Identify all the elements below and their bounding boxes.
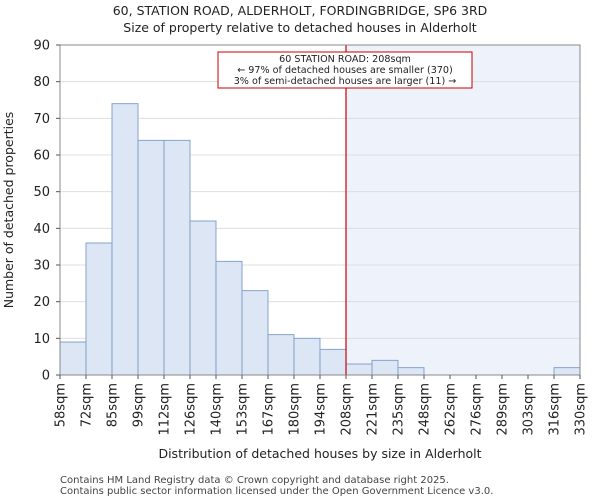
x-tick-label: 208sqm	[340, 383, 355, 436]
y-tick-label: 40	[33, 222, 50, 237]
histogram-bar	[293, 337, 321, 376]
histogram-bar	[267, 334, 295, 376]
x-tick-label: 330sqm	[574, 383, 589, 436]
histogram-bar	[241, 290, 269, 376]
x-tick-label: 180sqm	[288, 383, 303, 436]
y-tick-label: 90	[33, 39, 50, 54]
annotation-box: 60 STATION ROAD: 208sqm ← 97% of detache…	[217, 51, 473, 89]
y-tick-label: 10	[33, 332, 50, 347]
x-axis-label: Distribution of detached houses by size …	[158, 446, 481, 461]
x-tick-label: 126sqm	[184, 383, 199, 436]
y-tick-label: 20	[33, 295, 50, 310]
above-subject-region	[346, 45, 580, 375]
y-tick-label: 50	[33, 185, 50, 200]
histogram-bar	[111, 103, 139, 376]
chart-subtitle: Size of property relative to detached ho…	[123, 20, 477, 35]
histogram-bar	[163, 139, 191, 376]
y-axis-label: Number of detached properties	[1, 112, 16, 309]
x-tick-label: 248sqm	[418, 383, 433, 436]
histogram-bar	[85, 242, 113, 376]
histogram-bar	[215, 260, 243, 376]
x-tick-label: 194sqm	[314, 383, 329, 436]
y-tick-label: 70	[33, 112, 50, 127]
annotation-line-3: 3% of semi-detached houses are larger (1…	[234, 76, 457, 87]
histogram-bar	[137, 139, 165, 376]
y-tick-label: 80	[33, 75, 50, 90]
x-tick-label: 289sqm	[496, 383, 511, 436]
y-tick-label: 30	[33, 259, 50, 274]
x-tick-label: 303sqm	[522, 383, 537, 436]
y-tick-label: 0	[42, 369, 50, 384]
x-tick-label: 262sqm	[444, 383, 459, 436]
footer-line-1: Contains HM Land Registry data © Crown c…	[60, 475, 449, 486]
histogram-bar	[189, 220, 217, 376]
histogram-bar	[553, 367, 581, 376]
x-tick-label: 153sqm	[236, 383, 251, 436]
x-tick-label: 58sqm	[54, 383, 69, 427]
histogram-bar	[59, 341, 87, 376]
x-tick-label: 235sqm	[392, 383, 407, 436]
chart-title: 60, STATION ROAD, ALDERHOLT, FORDINGBRID…	[112, 3, 488, 18]
x-tick-label: 112sqm	[158, 383, 173, 436]
x-tick-label: 72sqm	[80, 383, 95, 427]
x-tick-label: 167sqm	[262, 383, 277, 436]
x-tick-label: 85sqm	[106, 383, 121, 427]
footer-line-2: Contains public sector information licen…	[60, 486, 494, 497]
histogram-bar	[371, 359, 399, 376]
x-tick-label: 276sqm	[470, 383, 485, 436]
histogram-bar	[319, 348, 347, 376]
x-tick-label: 99sqm	[132, 383, 147, 427]
x-tick-label: 316sqm	[548, 383, 563, 436]
histogram-bar	[397, 367, 425, 376]
y-tick-label: 60	[33, 149, 50, 164]
x-tick-label: 221sqm	[366, 383, 381, 436]
annotation-line-1: 60 STATION ROAD: 208sqm	[279, 54, 411, 65]
x-tick-label: 140sqm	[210, 383, 225, 436]
annotation-line-2: ← 97% of detached houses are smaller (37…	[237, 65, 453, 76]
histogram-bar	[345, 363, 373, 376]
